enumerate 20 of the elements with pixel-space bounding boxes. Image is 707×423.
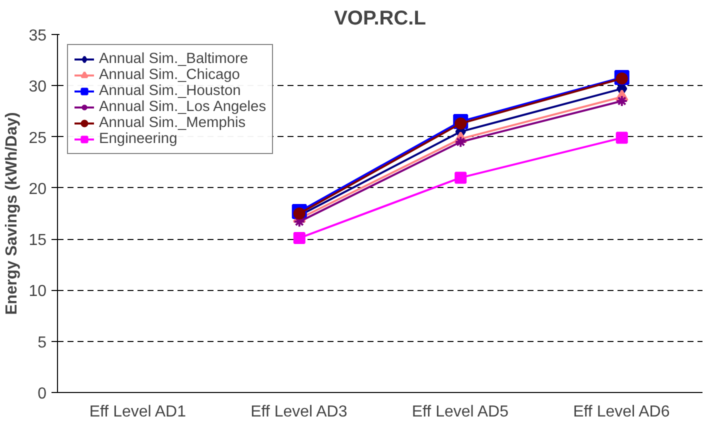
legend-label: Engineering [99, 131, 178, 147]
y-tick-label: 25 [28, 130, 47, 147]
x-tick-label: Eff Level AD5 [412, 404, 509, 420]
chart-title: VOP.RC.L [334, 8, 426, 30]
y-axis-title: Energy Savings (kWh/Day) [4, 112, 21, 315]
legend-label: Annual Sim._Baltimore [99, 51, 248, 67]
y-tick-label: 30 [28, 78, 47, 96]
x-tick-label: Eff Level AD1 [89, 404, 186, 420]
y-tick-label: 0 [38, 386, 47, 402]
x-tick-label: Eff Level AD6 [573, 404, 670, 420]
x-tick-label: Eff Level AD3 [250, 404, 348, 420]
y-tick-label: 20 [28, 180, 47, 198]
y-tick-label: 15 [28, 232, 47, 250]
y-tick-label: 35 [28, 28, 47, 44]
legend-label: Annual Sim._Memphis [99, 115, 246, 131]
legend-label: Annual Sim._Houston [99, 83, 241, 99]
legend-label: Annual Sim._Chicago [99, 67, 240, 83]
y-tick-label: 5 [38, 334, 47, 352]
y-tick-label: 10 [28, 283, 47, 300]
legend-label: Annual Sim._Los Angeles [99, 99, 266, 115]
